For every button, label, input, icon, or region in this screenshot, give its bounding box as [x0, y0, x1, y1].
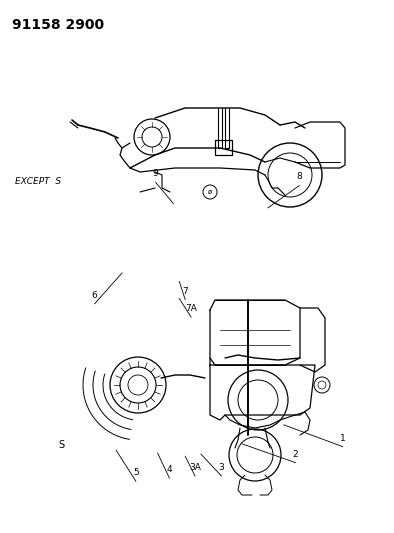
Text: 3A: 3A	[189, 463, 201, 472]
Text: ø: ø	[208, 189, 212, 195]
Text: 1: 1	[340, 434, 346, 442]
Text: 7: 7	[182, 287, 188, 295]
Text: EXCEPT  S: EXCEPT S	[15, 177, 61, 187]
Text: 4: 4	[167, 465, 172, 474]
Text: 6: 6	[92, 291, 97, 300]
Text: 5: 5	[133, 469, 139, 477]
Text: 3: 3	[219, 463, 224, 472]
Text: 91158 2900: 91158 2900	[12, 18, 104, 32]
Text: 2: 2	[293, 450, 298, 458]
Text: 8: 8	[297, 173, 302, 181]
Text: 7A: 7A	[185, 304, 197, 313]
Text: 9: 9	[153, 169, 158, 178]
Text: S: S	[58, 440, 64, 450]
